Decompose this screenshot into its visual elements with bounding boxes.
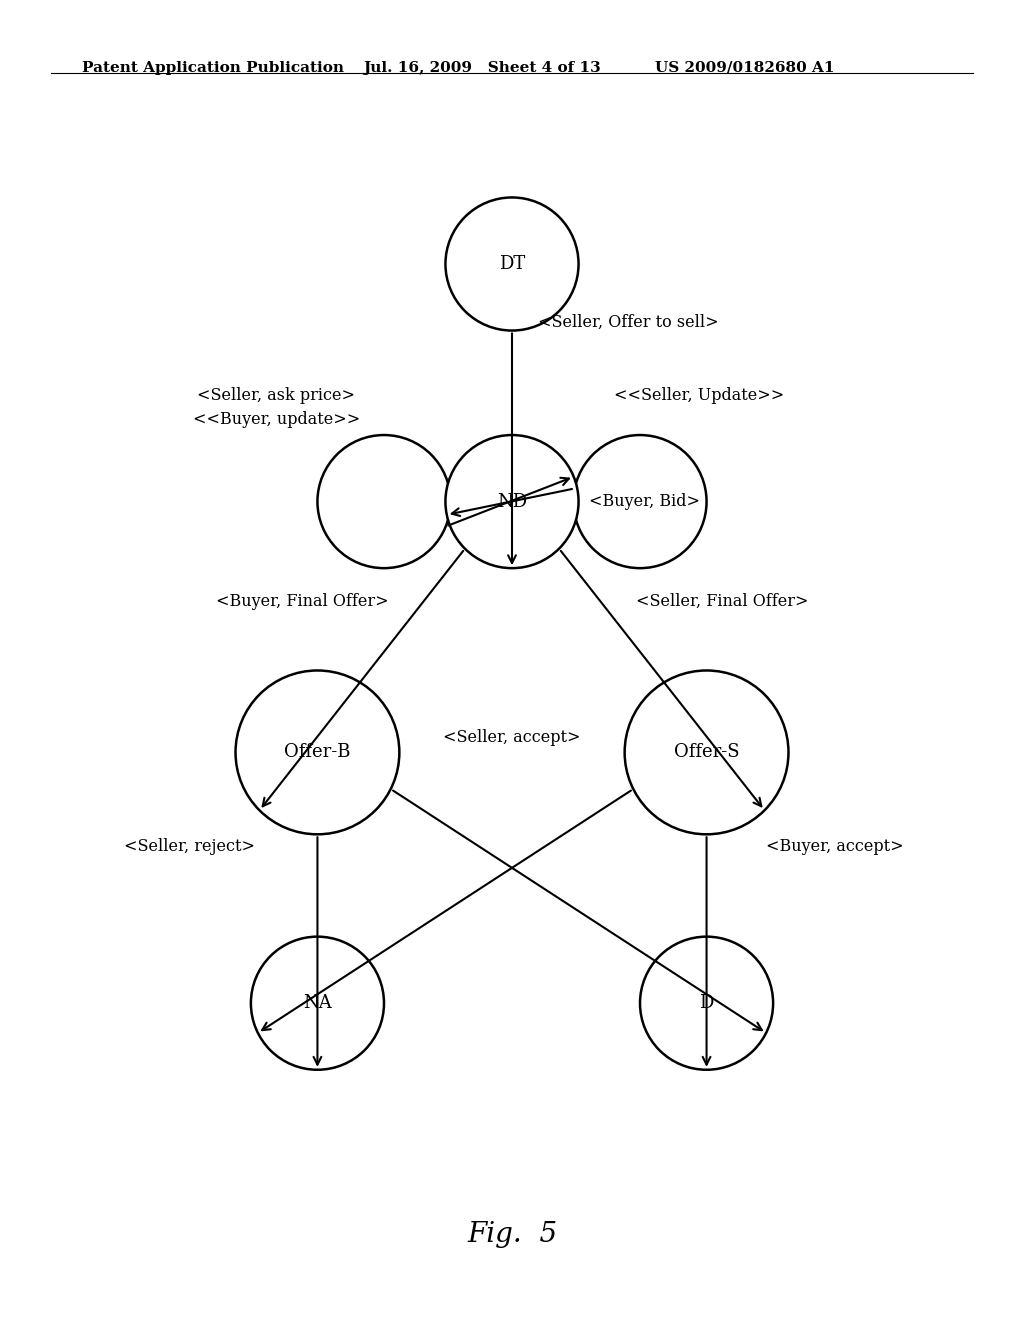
Ellipse shape	[445, 198, 579, 330]
Text: <Buyer, Bid>: <Buyer, Bid>	[589, 494, 699, 510]
Text: <Buyer, accept>: <Buyer, accept>	[766, 838, 903, 855]
Text: US 2009/0182680 A1: US 2009/0182680 A1	[655, 61, 835, 75]
Text: <<Buyer, update>>: <<Buyer, update>>	[193, 411, 360, 428]
Text: Jul. 16, 2009   Sheet 4 of 13: Jul. 16, 2009 Sheet 4 of 13	[364, 61, 601, 75]
Ellipse shape	[573, 436, 707, 568]
Text: <Seller, reject>: <Seller, reject>	[124, 838, 255, 855]
Ellipse shape	[251, 937, 384, 1069]
Ellipse shape	[625, 671, 788, 834]
Text: ND: ND	[497, 492, 527, 511]
Ellipse shape	[445, 436, 579, 568]
Ellipse shape	[236, 671, 399, 834]
Ellipse shape	[640, 937, 773, 1069]
Text: Offer-S: Offer-S	[674, 743, 739, 762]
Text: <Seller, accept>: <Seller, accept>	[443, 729, 581, 746]
Text: Fig.  5: Fig. 5	[467, 1221, 557, 1247]
Text: Patent Application Publication: Patent Application Publication	[82, 61, 344, 75]
Text: <Seller, ask price>: <Seller, ask price>	[198, 387, 355, 404]
Text: DT: DT	[499, 255, 525, 273]
Text: <<Seller, Update>>: <<Seller, Update>>	[614, 387, 784, 404]
Ellipse shape	[317, 436, 451, 568]
Text: Offer-B: Offer-B	[285, 743, 350, 762]
Text: <Buyer, Final Offer>: <Buyer, Final Offer>	[216, 593, 388, 610]
Text: <Seller, Offer to sell>: <Seller, Offer to sell>	[538, 314, 718, 331]
Text: NA: NA	[303, 994, 332, 1012]
Text: <Seller, Final Offer>: <Seller, Final Offer>	[636, 593, 808, 610]
Text: D: D	[699, 994, 714, 1012]
